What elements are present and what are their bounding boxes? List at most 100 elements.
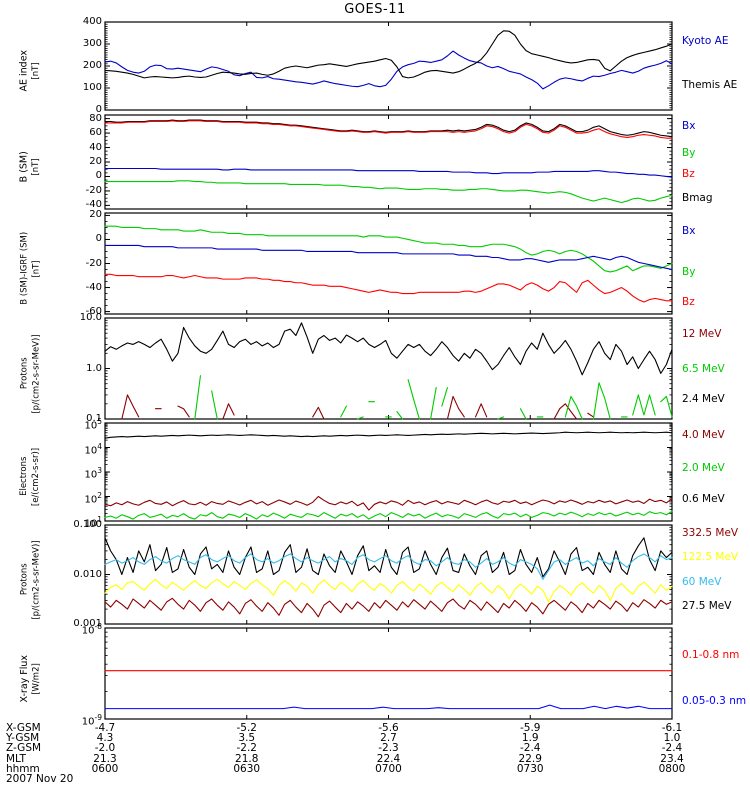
series-protons-low-6-5-mev-seg6 (396, 411, 404, 420)
ytick-label-b-sm-6: 80 (89, 112, 102, 124)
series-b-sm-igrf-bz (104, 273, 673, 303)
series-b-sm-by (104, 180, 673, 204)
legend-b-sm-0: Bx (682, 120, 696, 133)
ytick-label-b-sm-igrf-3: 0 (95, 233, 102, 245)
series-b-sm-igrf-bx (104, 244, 673, 271)
series-protons-low-6-5-mev-seg0 (194, 375, 201, 420)
ytick-label-b-sm-5: 60 (89, 127, 102, 139)
legend-b-sm-igrf-1: By (682, 265, 696, 278)
xaxis-value-hhmm-4: 0800 (658, 762, 686, 775)
xaxis-value-z-gsm-2: -2.3 (378, 742, 399, 755)
xaxis-value-x-gsm-4: -6.1 (661, 722, 683, 734)
ytick-label-b-sm-1: -20 (85, 184, 102, 196)
series-electrons-2-0-mev (104, 510, 673, 520)
series-protons-high-27-5-mev (104, 537, 673, 578)
xaxis-value-hhmm-2: 0700 (375, 762, 402, 775)
legend-electrons-1: 2.0 MeV (682, 462, 725, 475)
series-b-sm-igrf-by (104, 225, 673, 273)
ytick-label-protons-high-1: 0.010 (73, 568, 102, 580)
series-protons-low-6-5-mev-seg8 (430, 386, 437, 420)
series-protons-low-6-5-mev-seg1 (211, 390, 218, 420)
xaxis-value-z-gsm-3: -2.4 (520, 742, 541, 755)
ytick-label-b-sm-2: 0 (95, 170, 102, 182)
legend-b-sm-3: Bmag (682, 191, 713, 204)
series-protons-low-6-5-mev-seg17 (660, 395, 673, 418)
ytick-label-electrons-3: 104 (84, 441, 102, 456)
series-protons-high-332-5-mev (104, 597, 673, 618)
xaxis-row-label-y-gsm: Y-GSM (6, 732, 40, 745)
legend-b-sm-igrf-2: Bz (682, 295, 695, 308)
legend-protons-low-1: 6.5 MeV (682, 362, 725, 375)
xaxis-value-y-gsm-3: 1.9 (521, 732, 539, 745)
legend-electrons-0: 4.0 MeV (682, 428, 725, 441)
series-protons-low-6-5-mev-seg14 (592, 382, 611, 420)
series-protons-low-12-mev-seg8 (587, 412, 594, 418)
ytick-label-protons-low-0: 0.1 (86, 413, 102, 424)
legend-protons-high-2: 60 MeV (682, 576, 722, 589)
series-protons-low-12-mev-seg0 (121, 394, 140, 420)
series-protons-low-6-5-mev-seg2 (340, 405, 347, 418)
xaxis-value-mlt-2: 22.4 (376, 752, 401, 765)
xaxis-value-mlt-0: 21.3 (93, 752, 117, 765)
xaxis-row-label-z-gsm: Z-GSM (6, 742, 42, 755)
legend-ae-index-0: Kyoto AE (682, 35, 729, 48)
xaxis-value-x-gsm-0: -4.7 (94, 722, 116, 734)
xaxis-value-mlt-1: 21.8 (235, 752, 259, 765)
panel-frame-electrons (104, 422, 673, 522)
series-electrons-4-0-mev (104, 495, 673, 511)
series-protons-low-12-mev-seg6 (474, 403, 488, 418)
xaxis-value-hhmm-1: 0630 (233, 762, 261, 775)
xaxis-value-z-gsm-4: -2.4 (661, 742, 683, 755)
ytick-label-protons-low-2: 10.0 (79, 312, 102, 323)
series-b-sm-bx (104, 167, 673, 178)
series-electrons-0-6-mev (104, 431, 673, 439)
xaxis-row-label-x-gsm: X-GSM (6, 722, 41, 734)
ytick-label-electrons-4: 105 (84, 417, 102, 432)
series-protons-low-2-4-mev (104, 322, 673, 376)
legend-protons-high-1: 122.5 MeV (682, 550, 739, 563)
panel-frame-b-sm-igrf (104, 212, 673, 315)
legend-protons-high-3: 27.5 MeV (682, 600, 732, 613)
ytick-label-b-sm-0: -40 (85, 199, 102, 211)
ytick-label-b-sm-4: 40 (89, 141, 102, 153)
series-protons-high-122-5-mev (104, 578, 673, 603)
series-protons-low-6-5-mev-seg16 (632, 394, 656, 416)
series-protons-low-12-mev-seg3 (222, 403, 235, 420)
series-protons-low-6-5-mev-seg3 (357, 416, 364, 420)
series-protons-low-6-5-mev-seg11 (519, 408, 527, 420)
ytick-label-protons-high-2: 0.100 (73, 519, 102, 530)
series-protons-low-6-5-mev-seg7 (407, 379, 420, 420)
legend-xray-flux-0: 0.1-0.8 nm (682, 649, 740, 662)
panel-frame-protons-low (104, 317, 673, 420)
series-ae-index-kyoto-ae (104, 50, 673, 90)
xaxis-value-y-gsm-1: 3.5 (238, 732, 256, 745)
series-protons-low-12-mev-seg2 (177, 405, 190, 418)
series-protons-low-12-mev-seg7 (553, 403, 578, 420)
ytick-label-b-sm-3: 20 (89, 156, 102, 167)
series-ae-index-themis-ae (104, 30, 673, 79)
xaxis-value-hhmm-0: 0600 (91, 762, 119, 775)
xaxis-value-x-gsm-2: -5.6 (378, 722, 399, 734)
ytick-label-ae-index-1: 100 (82, 82, 102, 93)
ytick-label-ae-index-0: 0 (95, 104, 102, 115)
xaxis-value-x-gsm-1: -5.2 (236, 722, 258, 734)
ytick-label-b-sm-igrf-4: 20 (89, 209, 102, 221)
xaxis-value-y-gsm-0: 4.3 (96, 732, 114, 745)
series-protons-low-12-mev-seg5 (446, 395, 465, 420)
xaxis-value-mlt-4: 23.4 (660, 752, 684, 765)
legend-protons-low-2: 2.4 MeV (682, 392, 725, 405)
ytick-label-protons-low-1: 1.0 (86, 362, 102, 374)
series-b-sm-bmag (104, 119, 673, 138)
ytick-label-b-sm-igrf-2: -20 (85, 257, 102, 269)
page-title: GOES-11 (344, 2, 406, 17)
panel-frame-b-sm (104, 114, 673, 210)
date-label: 2007 Nov 20 (6, 773, 74, 785)
xaxis-value-y-gsm-4: 1.0 (663, 732, 681, 745)
legend-xray-flux-1: 0.05-0.3 nm (682, 694, 747, 707)
xaxis-row-label-mlt: MLT (6, 752, 26, 765)
ytick-label-ae-index-4: 400 (82, 16, 102, 27)
series-xray-flux-0-05-0-3-nm (104, 704, 673, 710)
series-protons-low-6-5-mev-seg10 (497, 416, 505, 420)
